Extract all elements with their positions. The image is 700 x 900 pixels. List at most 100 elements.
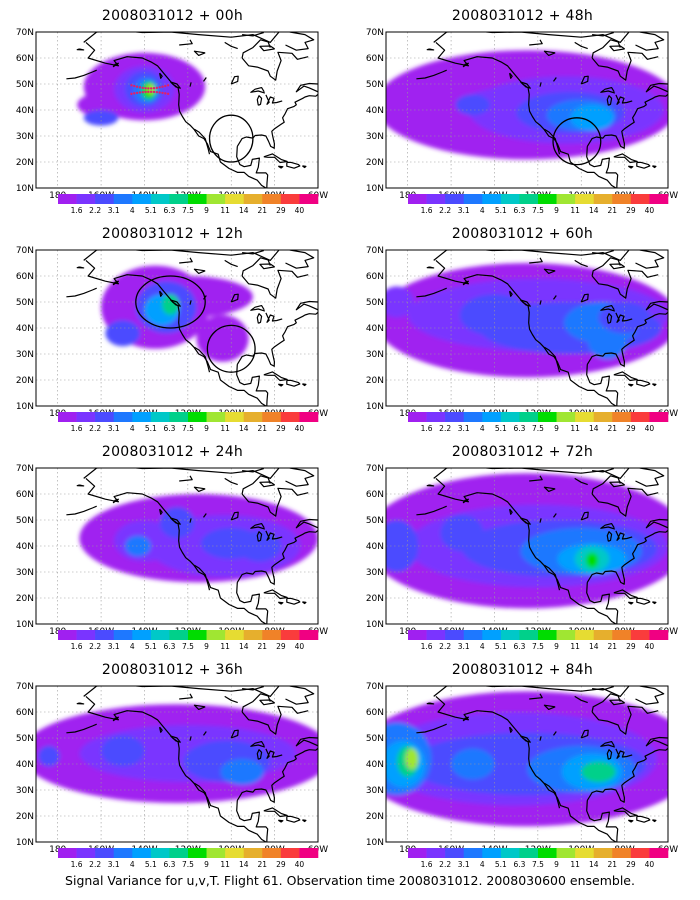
colorbar-swatch bbox=[408, 848, 427, 858]
coastline-segment bbox=[635, 32, 665, 51]
coastline-segment bbox=[462, 280, 469, 286]
colorbar-swatch bbox=[76, 412, 96, 422]
lat-tick-label: 30N bbox=[16, 568, 34, 578]
coastline-segment bbox=[230, 293, 239, 303]
lat-tick-label: 30N bbox=[366, 350, 384, 360]
colorbar-label: 4 bbox=[130, 642, 135, 651]
lat-tick-label: 50N bbox=[366, 734, 384, 744]
coastline-segment bbox=[170, 517, 181, 525]
map-frame bbox=[35, 685, 319, 843]
coastline-segment bbox=[277, 383, 284, 387]
coastline-segment bbox=[193, 268, 206, 274]
coastline-segment bbox=[302, 819, 307, 823]
colorbar-label: 1.6 bbox=[421, 424, 433, 433]
colorbar-swatch bbox=[206, 630, 226, 640]
coastline-segment bbox=[529, 475, 543, 482]
coastline-segment bbox=[462, 498, 469, 504]
colorbar-label: 6.3 bbox=[163, 642, 175, 651]
map-frame bbox=[35, 249, 319, 407]
coastline-segment bbox=[574, 259, 588, 268]
colorbar-swatch bbox=[612, 412, 632, 422]
lat-tick-label: 40N bbox=[16, 542, 34, 552]
coastline-segment bbox=[600, 741, 616, 748]
track-point bbox=[130, 84, 133, 87]
coastline-segment bbox=[295, 82, 318, 93]
lat-tick-label: 30N bbox=[366, 568, 384, 578]
colorbar-label: 2.2 bbox=[439, 206, 451, 215]
colorbar-swatch bbox=[58, 848, 77, 858]
colorbar-label: 21 bbox=[608, 424, 618, 433]
colorbar-swatch bbox=[482, 194, 502, 204]
coastline-segment bbox=[159, 508, 163, 515]
colorbar-swatch bbox=[593, 848, 613, 858]
panel-title: 2008031012 + 24h bbox=[101, 444, 244, 460]
colorbar-label: 7.5 bbox=[532, 424, 544, 433]
coastline-segment bbox=[580, 511, 589, 521]
coastline-segment bbox=[606, 95, 613, 106]
colorbar-label: 5.1 bbox=[495, 642, 507, 651]
coastline-segment bbox=[615, 312, 633, 323]
lat-tick-label: 30N bbox=[16, 132, 34, 142]
coastline-segment bbox=[592, 686, 614, 691]
colorbar-label: 40 bbox=[295, 860, 305, 869]
colorbar-swatch bbox=[426, 412, 446, 422]
lat-tick-label: 60N bbox=[366, 490, 384, 500]
colorbar-swatch bbox=[206, 848, 226, 858]
colorbar-label: 11 bbox=[570, 424, 580, 433]
lon-tick-label: 180 bbox=[399, 627, 416, 637]
colorbar-swatch bbox=[113, 412, 133, 422]
flight-track bbox=[130, 84, 170, 96]
colorbar-swatch bbox=[575, 848, 595, 858]
colorbar-label: 29 bbox=[626, 206, 636, 215]
colorbar-swatch bbox=[630, 194, 650, 204]
colorbar-swatch bbox=[593, 630, 613, 640]
panel-title: 2008031012 + 36h bbox=[101, 662, 244, 678]
colorbar-label: 9 bbox=[204, 206, 209, 215]
colorbar-label: 1.6 bbox=[71, 206, 83, 215]
coastline-segment bbox=[241, 487, 309, 517]
coastline-segment bbox=[179, 475, 193, 482]
coastline-segment bbox=[230, 75, 239, 85]
coastline-segment bbox=[426, 702, 435, 705]
coastline-segment bbox=[170, 81, 181, 89]
colorbar-swatch bbox=[500, 630, 520, 640]
coastline-segment bbox=[159, 72, 163, 79]
coastline-segment bbox=[520, 81, 531, 89]
colorbar-swatch bbox=[150, 848, 170, 858]
colorbar-label: 3.1 bbox=[108, 424, 120, 433]
coastline-segment bbox=[609, 45, 625, 52]
track-point bbox=[141, 86, 144, 90]
coastline-segment bbox=[606, 531, 613, 542]
colorbar-label: 14 bbox=[239, 860, 249, 869]
coastline-segment bbox=[645, 518, 668, 529]
variance-map: 70N60N50N40N30N20N10N180160W140W120W100W… bbox=[16, 246, 328, 433]
lat-tick-label: 70N bbox=[16, 464, 34, 474]
coastline-segment bbox=[286, 379, 301, 387]
variance-field bbox=[386, 473, 668, 609]
variance-contour bbox=[38, 745, 60, 767]
colorbar-swatch bbox=[500, 848, 520, 858]
colorbar-swatch bbox=[408, 412, 427, 422]
colorbar-label: 6.3 bbox=[513, 206, 525, 215]
coastline-segment bbox=[112, 280, 119, 286]
coastline-segment bbox=[592, 468, 614, 473]
coastline-segment bbox=[76, 266, 85, 269]
lat-tick-label: 40N bbox=[366, 106, 384, 116]
coastline-segment bbox=[609, 699, 625, 706]
colorbar-label: 4 bbox=[480, 642, 485, 651]
colorbar-swatch bbox=[169, 848, 189, 858]
colorbar-label: 21 bbox=[258, 642, 268, 651]
coastline bbox=[66, 250, 318, 406]
coastline-segment bbox=[295, 518, 318, 529]
lat-tick-label: 70N bbox=[366, 246, 384, 256]
coastline-segment bbox=[553, 731, 557, 736]
map-frame bbox=[385, 467, 669, 625]
coastline-segment bbox=[203, 513, 207, 518]
coastline-segment bbox=[435, 259, 617, 406]
colorbar-label: 1.6 bbox=[421, 860, 433, 869]
colorbar-label: 7.5 bbox=[182, 206, 194, 215]
coastline-segment bbox=[613, 589, 638, 600]
colorbar-label: 29 bbox=[276, 424, 286, 433]
coastline-segment bbox=[433, 686, 630, 697]
map-frame bbox=[385, 249, 669, 407]
